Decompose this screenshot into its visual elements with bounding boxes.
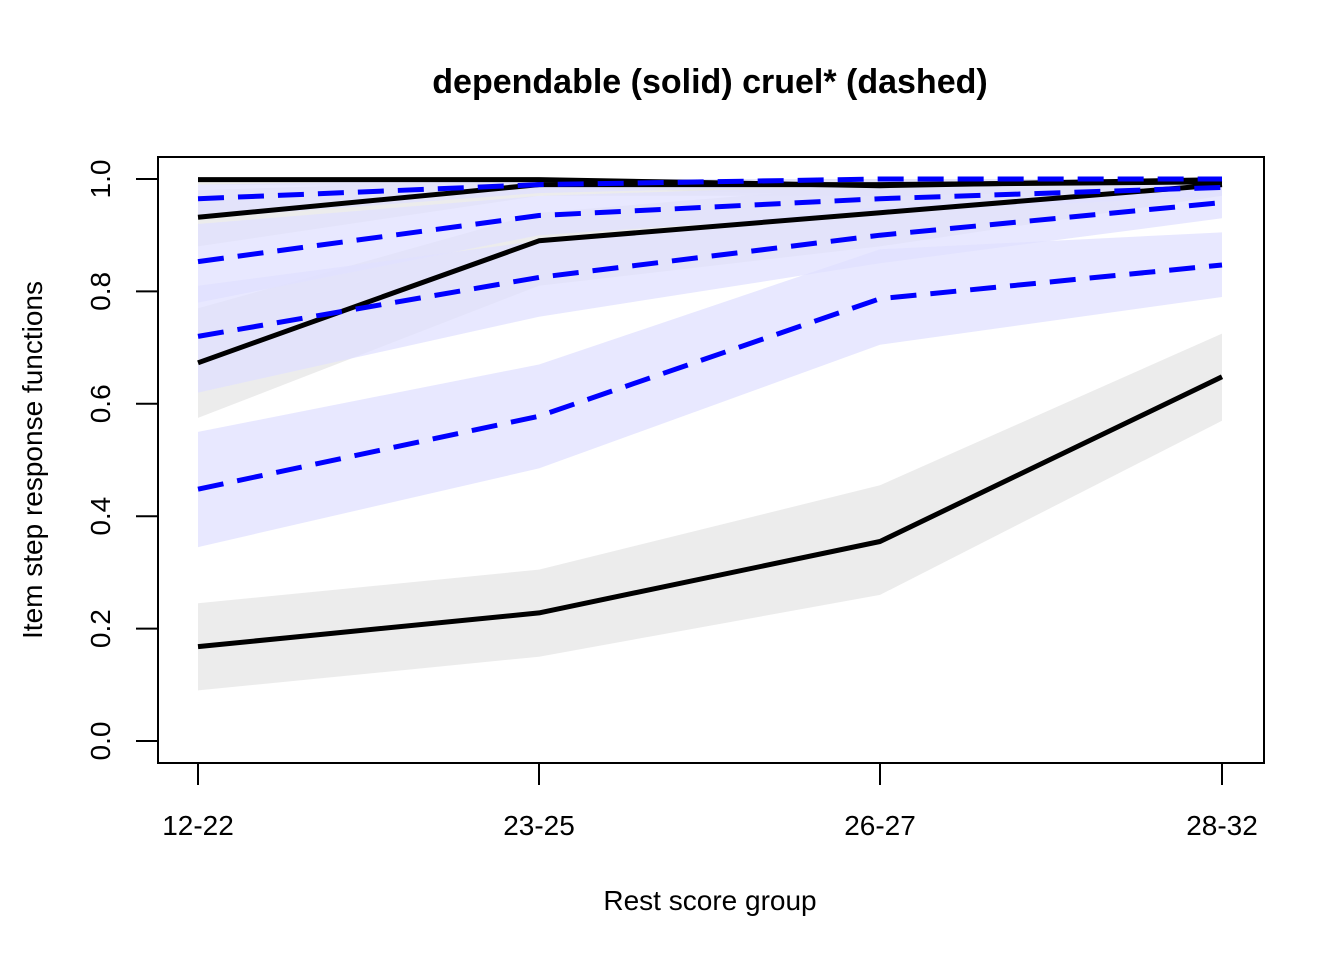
confidence-band-dashed-7 bbox=[198, 187, 1222, 393]
series-line-dashed-5 bbox=[197, 176, 1222, 202]
y-tick-label-0.8: 0.8 bbox=[85, 272, 116, 311]
y-tick-label-0.6: 0.6 bbox=[85, 384, 116, 423]
x-tick-label-23-25: 23-25 bbox=[503, 810, 575, 841]
series-line-dashed-8 bbox=[197, 262, 1223, 492]
series-line-solid-4 bbox=[197, 374, 1224, 650]
y-tick-label-0.2: 0.2 bbox=[85, 609, 116, 648]
series-line-solid-2 bbox=[197, 179, 1223, 220]
x-tick-label-12-22: 12-22 bbox=[162, 810, 234, 841]
confidence-band-dashed-6 bbox=[198, 179, 1222, 303]
confidence-band-solid-4 bbox=[198, 333, 1222, 691]
x-axis-label: Rest score group bbox=[603, 885, 816, 916]
y-axis: 0.0 0.2 0.4 0.6 0.8 1.0 bbox=[85, 160, 159, 761]
series-lines bbox=[197, 176, 1224, 650]
y-tick-label-0.4: 0.4 bbox=[85, 497, 116, 536]
series-line-dashed-6 bbox=[197, 184, 1223, 265]
y-tick-label-0.0: 0.0 bbox=[85, 722, 116, 761]
x-tick-label-26-27: 26-27 bbox=[844, 810, 916, 841]
y-tick-label-1.0: 1.0 bbox=[85, 160, 116, 199]
confidence-bands bbox=[198, 179, 1222, 691]
confidence-band-dashed-8 bbox=[198, 232, 1222, 548]
series-line-dashed-7 bbox=[197, 200, 1223, 339]
y-axis-label: Item step response functions bbox=[17, 281, 48, 639]
x-axis: 12-22 23-25 26-27 28-32 bbox=[162, 762, 1258, 841]
series-line-solid-3 bbox=[197, 182, 1223, 366]
chart-title: dependable (solid) cruel* (dashed) bbox=[432, 63, 987, 101]
x-tick-label-28-32: 28-32 bbox=[1186, 810, 1258, 841]
